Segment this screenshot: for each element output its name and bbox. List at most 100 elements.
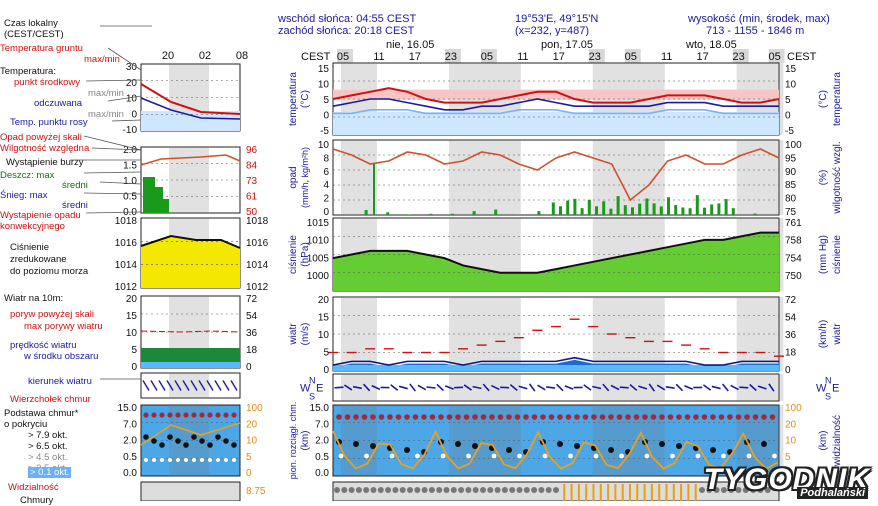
cloud-top-dot [736,414,742,420]
cloud-top-dot [727,414,733,420]
sprecip-l-tick: 1.5 [123,161,137,172]
scloud-base [199,438,205,444]
temp-r-tick: 15 [785,64,797,75]
precip-r-tick: 80 [785,194,797,205]
last-blob [436,487,442,493]
last-blob [509,487,515,493]
scloud-l-tick: 0.0 [123,468,137,479]
precip-frame [333,140,779,215]
wind-l-tick: 5 [323,348,329,359]
spress-l-tick: 1016 [115,238,138,249]
last-blob [385,487,391,493]
cloud-top-dot [702,414,708,420]
scloud-base [183,442,189,448]
scloud-low [152,458,156,462]
dir-N: N [309,376,316,386]
wind-base [333,365,779,371]
cloud-low-dot [772,454,777,459]
cloud-top-dot [761,414,767,420]
cloud-top-dot [574,414,580,420]
last-blob [356,487,362,493]
cloud-top-dot [642,414,648,420]
scloud-low [144,458,148,462]
cloud-top-dot [659,414,665,420]
legend-connector [84,172,141,173]
scloud-r-tick: 5 [246,452,252,463]
cloud-top-dot [413,414,419,420]
precip-r-tick: 75 [785,207,797,218]
cloud-r-tick: 5 [785,452,791,463]
precip-bar [703,208,706,215]
slast-tick: 8.75 [246,486,266,497]
precip-bar [566,201,569,215]
precip-bar [645,198,648,215]
cloud-top-dot [566,414,572,420]
cloud-top-dot [404,414,410,420]
cloud-top-dot [515,414,521,420]
scloud-base [191,434,197,440]
precip-bar [559,206,562,215]
last-blob [487,487,493,493]
swind-r-tick: 36 [246,328,258,339]
cloud-ylabel-l: pion. rozciągł. chm. [288,402,298,480]
precip-bar [473,211,476,215]
scloud-low [200,458,204,462]
hour-tick: 11 [661,51,672,63]
wind-ylabel-l2: (m/s) [300,323,311,346]
cloud-top-dot [625,414,631,420]
precip-bar [602,201,605,215]
hour-tick: 17 [697,51,709,63]
wind-ylabel-l: wiatr [288,323,299,346]
scloud-top [223,412,228,417]
last-bar [695,484,697,501]
cloud-top-dot [464,414,470,420]
last-blob [349,487,355,493]
scloud-low [232,458,236,462]
small-hour: 02 [199,50,211,62]
precip-ylabel-l2: (mm/h, kg/m²h) [300,147,310,208]
cloud-low-dot [568,454,573,459]
scloud-top [199,412,204,417]
cloud-l-tick: 0.5 [315,452,329,463]
scloud-top [159,412,164,417]
stemp-l-tick: 0 [131,109,137,120]
last-blob [451,487,457,493]
cloud-top-dot [489,414,495,420]
last-bar [578,484,580,501]
scloud-r-tick: 0 [246,468,252,479]
cloud-top-dot [387,414,393,420]
cloud-ylabel-l2: (km) [300,431,311,451]
stemp-l-tick: 10 [126,94,138,105]
swind-l-tick: 0 [131,362,137,373]
dir-S-r: S [825,392,831,402]
cloud-r-tick: 100 [785,403,802,414]
cloud-low-dot [645,454,650,459]
cloud-l-tick: 15.0 [310,403,330,414]
temp-ylabel-l2: (°C) [300,90,311,108]
temp-l-tick: 10 [318,80,330,91]
press-ylabel-l2: (hPa) [300,242,311,266]
spress-l-tick: 1014 [115,260,138,271]
cloud-top-dot [676,414,682,420]
scloud-l-tick: 2.0 [123,436,137,447]
scloud-top [191,412,196,417]
spress-area [141,236,240,288]
cloud-top-dot [498,414,504,420]
last-blob [495,487,501,493]
small-hour: 20 [162,50,174,62]
temp-l-tick: -5 [320,126,329,137]
last-bar [636,484,638,501]
dir-E: E [316,383,323,395]
precip-bar [660,206,663,215]
cloud-top-dot [506,414,512,420]
last-bar [563,484,565,501]
last-blob [414,487,420,493]
last-bar [614,484,616,501]
cloud-top-dot [770,414,776,420]
scloud-base [215,434,221,440]
cloud-base-dot [353,441,359,447]
scloud-top [183,412,188,417]
precip-bar [717,203,720,215]
cloud-top-dot [634,414,640,420]
last-bar [593,484,595,501]
